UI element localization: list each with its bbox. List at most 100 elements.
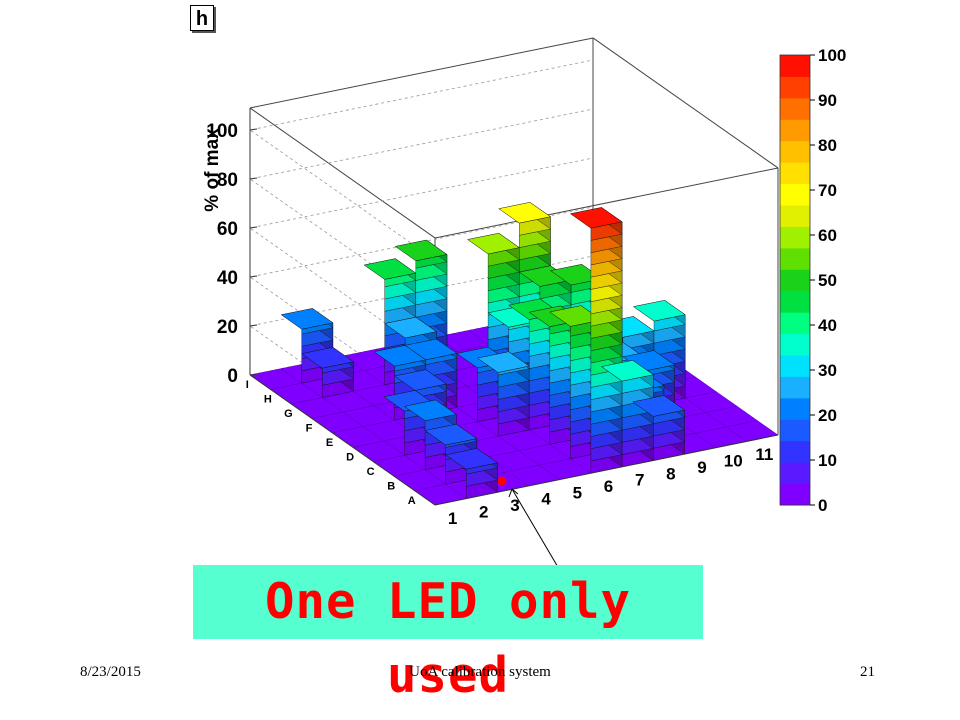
bar xyxy=(444,448,499,499)
palette-swatch xyxy=(780,205,810,227)
x-tick-label: 5 xyxy=(573,483,582,502)
x-tick-label: 10 xyxy=(724,452,743,471)
palette-tick-label: 60 xyxy=(818,226,837,245)
x-tick-label: 4 xyxy=(541,490,551,509)
palette-swatch xyxy=(780,290,810,313)
bar-top-face xyxy=(466,232,520,255)
color-palette: 0 10 20 30 40 50 60 70 80 90 100 xyxy=(779,46,846,515)
z-tick-label: 80 xyxy=(217,170,238,191)
bar-top-face xyxy=(301,347,355,369)
palette-swatch xyxy=(780,76,810,99)
z-tick-label: 20 xyxy=(217,317,238,338)
palette-swatch xyxy=(780,355,810,377)
palette-swatch xyxy=(780,440,810,463)
histogram-title: h xyxy=(190,5,214,31)
palette-swatch xyxy=(780,119,810,142)
bar-top-face xyxy=(600,360,654,382)
bar xyxy=(301,346,355,398)
z-tick-label: 40 xyxy=(217,268,238,289)
palette-swatch xyxy=(780,269,810,292)
palette-swatch xyxy=(780,312,810,335)
led-marker-dot xyxy=(497,476,507,486)
z-tick-mark xyxy=(249,177,258,180)
palette-swatch xyxy=(780,483,810,506)
y-tick-label: G xyxy=(284,408,293,420)
frame-line xyxy=(249,107,436,239)
x-tick-label: 2 xyxy=(479,502,488,521)
palette-swatch xyxy=(780,162,810,185)
z-tick-label: 100 xyxy=(206,121,238,142)
bar-top-face xyxy=(280,308,334,330)
palette-swatch xyxy=(780,55,810,77)
palette-tick-label: 70 xyxy=(818,181,837,200)
z-tick-label: 0 xyxy=(227,366,238,387)
palette-tick-label: 40 xyxy=(818,316,837,335)
palette-swatch xyxy=(780,462,810,485)
palette-tick-label: 20 xyxy=(818,406,837,425)
y-tick-label: H xyxy=(264,394,272,406)
x-tick-label: 8 xyxy=(666,464,675,483)
palette-tick-label: 50 xyxy=(818,271,837,290)
bar-top-face xyxy=(498,202,552,224)
footer-page-number: 21 xyxy=(860,664,875,680)
bar-top-face xyxy=(384,316,438,339)
y-tick-label: I xyxy=(246,379,249,391)
x-tick-label: 9 xyxy=(697,458,706,477)
bar-top-face xyxy=(569,207,623,229)
x-tick-label: 7 xyxy=(635,471,644,490)
bar-top-face xyxy=(632,395,686,417)
palette-tick-label: 0 xyxy=(818,496,827,515)
z-tick-mark xyxy=(249,324,258,327)
z-tick-mark xyxy=(249,373,258,376)
callout-arrow-head xyxy=(508,488,519,498)
z-tick-mark xyxy=(249,275,258,278)
callout-text: One LED only used xyxy=(264,573,631,704)
bars xyxy=(280,201,686,499)
y-tick-label: C xyxy=(367,466,375,478)
z-axis-label: % of max xyxy=(202,128,223,212)
palette-swatch xyxy=(780,419,810,442)
palette-swatch xyxy=(780,333,810,356)
bar-top-face xyxy=(363,258,417,280)
bar-top-face xyxy=(444,448,499,470)
y-axis-line xyxy=(249,374,436,506)
bar xyxy=(476,351,530,437)
palette-swatch xyxy=(780,140,810,163)
palette-swatch xyxy=(780,397,810,420)
bar xyxy=(632,395,686,461)
y-tick-label: A xyxy=(408,495,416,507)
x-tick-label: 6 xyxy=(604,477,613,496)
callout-box: One LED only used xyxy=(193,565,703,704)
palette-swatch xyxy=(780,376,810,399)
palette-tick-label: 30 xyxy=(818,361,837,380)
bar-top-face xyxy=(404,338,458,361)
x-axis-line xyxy=(434,434,779,506)
palette-tick-label: 10 xyxy=(818,451,837,470)
y-tick-label: B xyxy=(387,480,395,492)
bar-top-face xyxy=(403,399,457,421)
bar-top-face xyxy=(476,351,530,373)
palette-swatch xyxy=(780,226,810,249)
x-tick-label: 11 xyxy=(755,445,773,464)
frame-line xyxy=(249,37,594,109)
bar xyxy=(569,207,623,474)
bar-top-face xyxy=(518,265,572,287)
y-tick-label: D xyxy=(346,451,354,463)
footer-title: UoA calibration system xyxy=(409,664,551,680)
frame-line xyxy=(592,37,779,169)
palette-swatch xyxy=(780,247,810,270)
frame-line xyxy=(434,167,779,239)
palette-tick-label: 90 xyxy=(818,91,837,110)
bar-top-face xyxy=(424,423,478,446)
y-tick-label: F xyxy=(306,423,313,435)
x-tick-label: 1 xyxy=(448,509,457,528)
z-tick-mark xyxy=(249,226,258,229)
x-tick-label: 3 xyxy=(510,496,519,515)
palette-swatch xyxy=(780,183,810,206)
callout-arrow-line xyxy=(511,488,563,575)
bar-top-face xyxy=(393,369,447,391)
palette-swatch xyxy=(780,97,810,120)
footer-date: 8/23/2015 xyxy=(80,664,141,680)
bar-top-face xyxy=(632,300,686,322)
